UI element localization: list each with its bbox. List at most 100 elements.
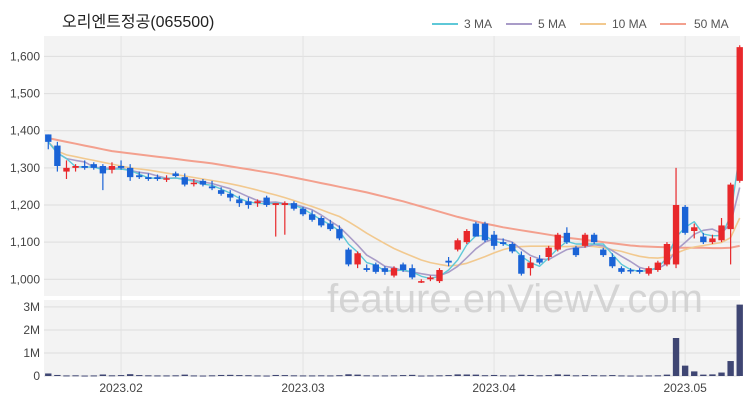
- volume-bar: [518, 374, 525, 376]
- candle-body: [90, 164, 97, 168]
- candle-body: [63, 167, 70, 172]
- volume-bar: [663, 374, 671, 376]
- volume-bar: [463, 374, 470, 376]
- legend-label-3ma: 3 MA: [464, 17, 492, 31]
- volume-bar: [681, 365, 689, 376]
- candle-body: [563, 232, 571, 243]
- volume-bar: [418, 375, 425, 377]
- candle-body: [672, 205, 680, 265]
- candle-body: [136, 175, 143, 178]
- candle-body: [691, 227, 698, 231]
- volume-tick-label: 3M: [23, 300, 40, 314]
- candle-body: [490, 234, 498, 246]
- chart-title: 오리엔트정공(065500): [62, 13, 214, 31]
- price-gridlines: [44, 55, 740, 280]
- volume-bar: [572, 375, 580, 377]
- volume-bar: [290, 375, 298, 377]
- volume-panel-background: [44, 300, 740, 376]
- candle-body: [308, 214, 316, 220]
- volume-bar: [445, 375, 452, 377]
- volume-bar: [609, 375, 616, 377]
- volume-bar: [672, 338, 680, 376]
- date-tick-label: 2023.05: [663, 381, 707, 395]
- volume-bar: [363, 375, 370, 377]
- volume-bar: [581, 375, 589, 377]
- candle-body: [318, 218, 325, 226]
- candle-body: [108, 166, 116, 170]
- volume-bar: [308, 375, 316, 377]
- date-tick-label: 2023.03: [281, 381, 325, 395]
- volume-bar: [354, 374, 361, 376]
- legend-label-10ma: 10 MA: [612, 17, 647, 31]
- volume-bar: [590, 375, 598, 377]
- candle-body: [572, 247, 580, 256]
- volume-bar: [217, 374, 225, 376]
- legend-label-50ma: 50 MA: [694, 17, 729, 31]
- volume-bar: [236, 375, 243, 377]
- volume-bar: [318, 375, 325, 377]
- watermark: feature.enViewV.com: [327, 277, 703, 321]
- volume-bar: [99, 374, 107, 376]
- candle-body: [636, 270, 643, 272]
- volume-bar: [536, 375, 543, 377]
- volume-bar: [427, 375, 434, 377]
- candle-body: [736, 47, 743, 181]
- candle-body: [509, 244, 516, 252]
- volume-bar: [399, 375, 407, 377]
- price-tick-label: 1,300: [10, 161, 40, 175]
- volume-bar: [554, 374, 561, 376]
- volume-bar: [272, 374, 279, 376]
- price-candles: [45, 45, 743, 283]
- volume-bar: [618, 375, 625, 377]
- price-tick-label: 1,600: [10, 49, 40, 63]
- volume-bar: [454, 374, 461, 376]
- candle-body: [618, 268, 625, 272]
- price-axis-labels: 1,000 1,100 1,200 1,300 1,400 1,500 1,600: [10, 49, 40, 286]
- candle-body: [336, 229, 343, 239]
- price-panel-background: [44, 36, 740, 296]
- volume-bar: [90, 375, 97, 377]
- candle-body: [190, 182, 198, 185]
- candle-body: [345, 249, 352, 265]
- ma10-line: [47, 141, 741, 267]
- volume-bar: [490, 374, 498, 376]
- candle-body: [363, 268, 370, 270]
- volume-bar: [727, 361, 734, 376]
- candle-body: [208, 186, 216, 189]
- candle-body: [590, 234, 598, 243]
- volume-bar: [336, 375, 343, 377]
- volume-bar: [390, 375, 398, 377]
- candle-body: [454, 240, 461, 250]
- volume-bar: [718, 372, 725, 376]
- volume-bar: [636, 375, 643, 377]
- candle-body: [381, 268, 389, 272]
- candle-body: [372, 264, 379, 272]
- volume-axis-labels: 0 1M 2M 3M: [23, 300, 40, 383]
- candle-body: [499, 242, 507, 244]
- volume-bar: [199, 375, 207, 377]
- candle-body: [299, 208, 307, 215]
- candle-body: [627, 270, 634, 272]
- volume-tick-label: 0: [33, 369, 40, 383]
- volume-tick-label: 1M: [23, 346, 40, 360]
- volume-bars: [45, 304, 743, 377]
- volume-bar: [545, 375, 552, 377]
- volume-bar: [654, 375, 662, 377]
- candle-body: [72, 166, 79, 168]
- candle-body: [126, 167, 134, 178]
- candle-body: [390, 268, 398, 276]
- candle-body: [172, 173, 179, 177]
- volume-bar: [263, 375, 270, 377]
- candle-body: [709, 238, 716, 243]
- volume-bar: [245, 375, 252, 377]
- volume-bar: [181, 374, 188, 376]
- volume-tick-label: 2M: [23, 323, 40, 337]
- candle-body: [117, 166, 125, 168]
- volume-bar: [736, 304, 743, 376]
- volume-bar: [509, 375, 516, 377]
- candle-body: [536, 258, 543, 263]
- candle-body: [600, 249, 607, 256]
- candle-body: [290, 203, 298, 209]
- volume-bar: [472, 374, 480, 376]
